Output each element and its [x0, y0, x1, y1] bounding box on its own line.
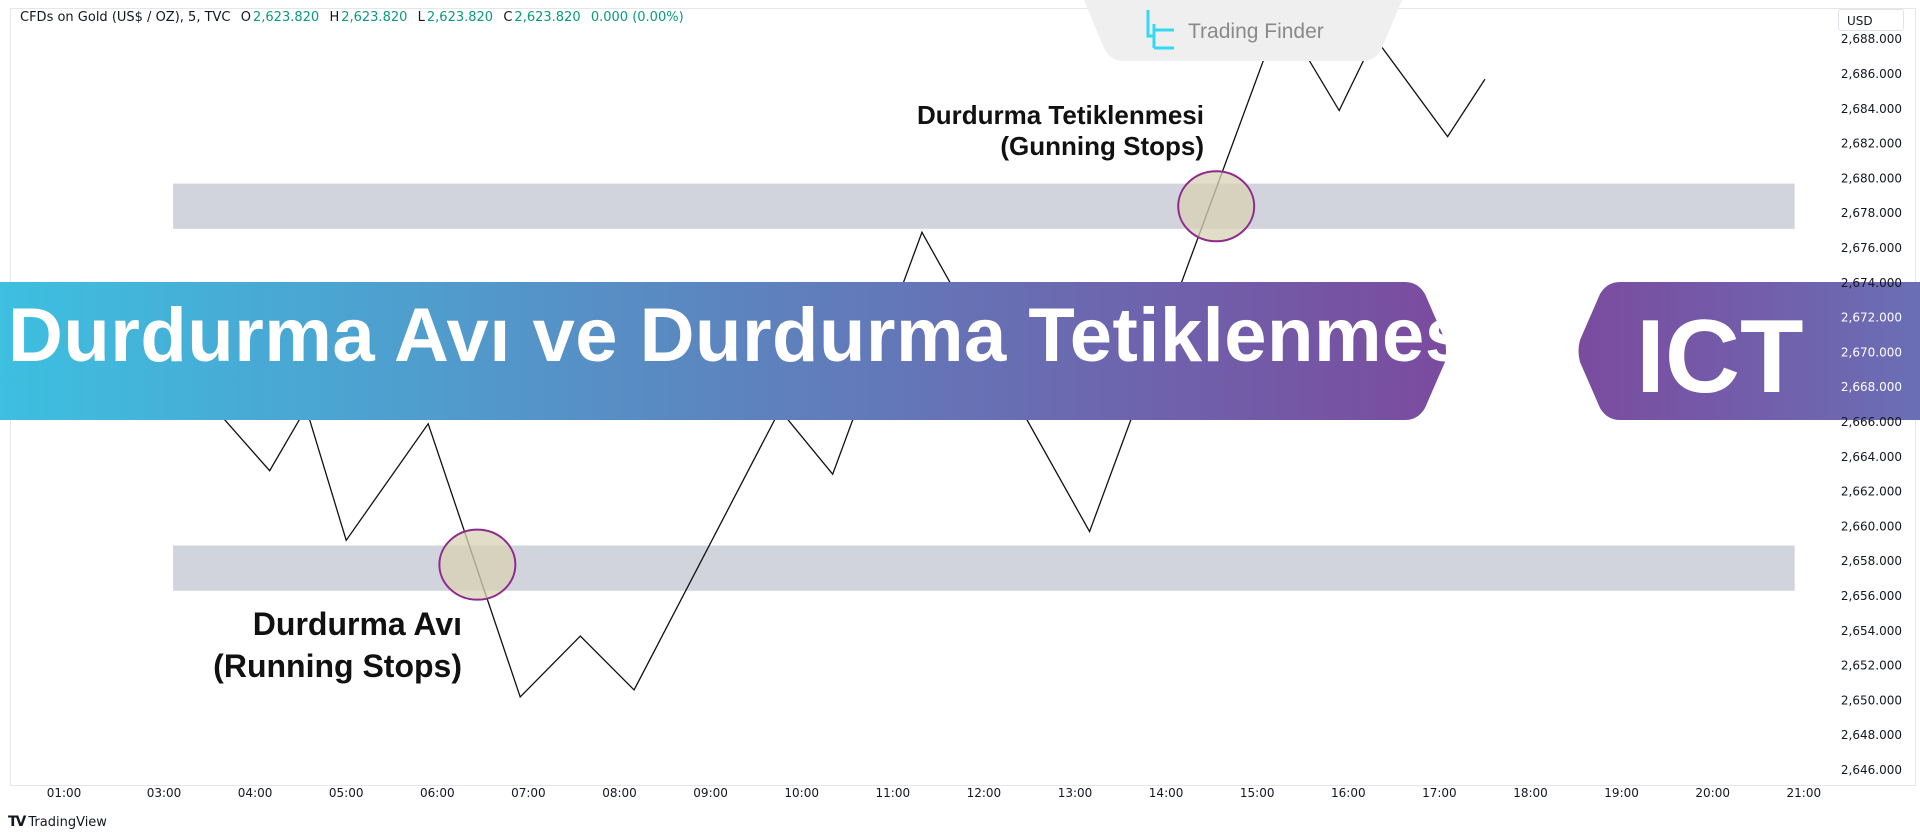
annotation-subtitle: (Gunning Stops): [1000, 131, 1204, 161]
stop-hunt-highlight: [438, 528, 517, 601]
price-tick-label: 2,672.000: [1841, 311, 1902, 325]
close-value: 2,623.820: [514, 10, 581, 25]
high-value: 2,623.820: [341, 10, 408, 25]
tradingfinder-logo-icon: [1146, 10, 1174, 50]
gunning-stops-annotation: Durdurma Tetiklenmesi (Gunning Stops): [917, 100, 1204, 162]
close-label: C: [503, 10, 513, 25]
time-tick-label: 10:00: [784, 786, 819, 800]
tradingfinder-brand: Trading Finder: [1188, 20, 1324, 43]
banner-title: Durdurma Avı ve Durdurma Tetiklenmesi: [8, 293, 1490, 378]
time-tick-label: 13:00: [1058, 786, 1093, 800]
price-tick-label: 2,674.000: [1841, 276, 1902, 290]
price-tick-label: 2,654.000: [1841, 624, 1902, 638]
time-tick-label: 01:00: [47, 786, 82, 800]
change-value: 0.000 (0.00%): [590, 10, 684, 25]
low-label: L: [417, 10, 425, 25]
price-tick-label: 2,668.000: [1841, 380, 1902, 394]
title-banner: [0, 282, 1446, 420]
open-value: 2,623.820: [253, 10, 320, 25]
price-tick-label: 2,670.000: [1841, 345, 1902, 359]
high-label: H: [329, 10, 340, 25]
low-value: 2,623.820: [426, 10, 494, 25]
time-tick-label: 16:00: [1331, 786, 1366, 800]
time-tick-label: 04:00: [238, 786, 273, 800]
tradingview-brand: TradingView: [28, 814, 107, 830]
tradingview-logo-icon: TV: [8, 814, 26, 830]
ict-tag: ICT: [1636, 299, 1804, 415]
time-tick-label: 20:00: [1695, 786, 1730, 800]
price-tick-label: 2,688.000: [1841, 32, 1902, 46]
price-tick-label: 2,652.000: [1841, 659, 1902, 673]
price-tick-label: 2,680.000: [1841, 171, 1902, 185]
stop-hunt-highlight: [1177, 170, 1256, 243]
time-tick-label: 08:00: [602, 786, 637, 800]
time-tick-label: 21:00: [1787, 786, 1822, 800]
time-tick-label: 12:00: [967, 786, 1002, 800]
annotation-title: Durdurma Avı: [252, 606, 462, 642]
symbol-legend: CFDs on Gold (US$ / OZ), 5, TVC O 2,623.8…: [20, 10, 686, 25]
time-tick-label: 07:00: [511, 786, 546, 800]
ict-banner: [1578, 282, 1920, 420]
price-tick-label: 2,658.000: [1841, 554, 1902, 568]
time-tick-label: 11:00: [876, 786, 911, 800]
tradingfinder-watermark-bg: [1084, 0, 1402, 61]
symbol-name[interactable]: CFDs on Gold (US$ / OZ), 5, TVC: [20, 10, 231, 25]
price-tick-label: 2,646.000: [1841, 763, 1902, 777]
annotation-subtitle: (Running Stops): [213, 648, 462, 684]
price-tick-label: 2,656.000: [1841, 589, 1902, 603]
time-tick-label: 09:00: [693, 786, 728, 800]
open-label: O: [240, 10, 251, 25]
annotation-title: Durdurma Tetiklenmesi: [916, 100, 1204, 130]
time-tick-label: 15:00: [1240, 786, 1275, 800]
price-tick-label: 2,650.000: [1841, 693, 1902, 707]
price-tick-label: 2,664.000: [1841, 450, 1902, 464]
price-tick-label: 2,662.000: [1841, 485, 1902, 499]
price-tick-label: 2,682.000: [1841, 137, 1902, 151]
time-tick-label: 06:00: [420, 786, 455, 800]
price-tick-label: 2,660.000: [1841, 519, 1902, 533]
time-tick-label: 03:00: [147, 786, 182, 800]
liquidity-zone: [173, 183, 1795, 229]
time-tick-label: 19:00: [1604, 786, 1639, 800]
currency-button[interactable]: USD: [1838, 9, 1904, 31]
price-tick-label: 2,666.000: [1841, 415, 1902, 429]
time-tick-label: 14:00: [1149, 786, 1184, 800]
price-tick-label: 2,684.000: [1841, 102, 1902, 116]
running-stops-annotation: Durdurma Avı (Running Stops): [213, 603, 462, 687]
time-tick-label: 18:00: [1513, 786, 1548, 800]
time-tick-label: 05:00: [329, 786, 364, 800]
time-tick-label: 17:00: [1422, 786, 1457, 800]
price-tick-label: 2,648.000: [1841, 728, 1902, 742]
liquidity-zone: [173, 545, 1795, 591]
price-tick-label: 2,678.000: [1841, 206, 1902, 220]
tradingview-footer[interactable]: TV TradingView: [8, 814, 107, 830]
price-tick-label: 2,686.000: [1841, 67, 1902, 81]
price-tick-label: 2,676.000: [1841, 241, 1902, 255]
